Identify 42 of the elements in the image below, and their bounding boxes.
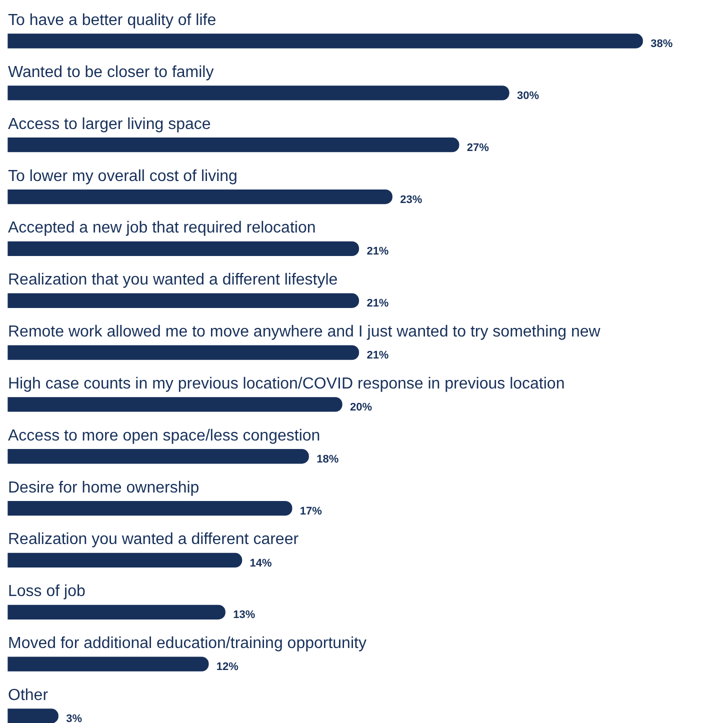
data-label: 21% xyxy=(366,350,389,362)
bar xyxy=(8,708,58,723)
data-label: 17% xyxy=(300,505,322,518)
y-tick-label: Accepted a new job that required relocation xyxy=(8,220,316,237)
y-tick-label: To lower my overall cost of living xyxy=(8,168,238,185)
bar xyxy=(8,500,292,516)
bar xyxy=(8,86,510,100)
bar xyxy=(8,241,360,256)
data-label: 18% xyxy=(316,453,339,466)
y-tick-label: To have a better quality of life xyxy=(8,12,216,29)
data-label: 21% xyxy=(366,298,389,310)
y-tick-label: Wanted to be closer to family xyxy=(8,64,214,81)
data-label: 21% xyxy=(366,246,389,258)
y-tick-label: Moved for additional education/training opportunity xyxy=(8,635,366,652)
y-tick-label: Other xyxy=(8,687,49,704)
y-tick-label: Loss of job xyxy=(8,583,86,600)
bar xyxy=(8,656,209,672)
data-label: 23% xyxy=(400,194,422,206)
bar xyxy=(8,189,392,204)
bar xyxy=(8,34,643,48)
data-label: 30% xyxy=(517,90,540,102)
y-tick-label: Realization that you wanted a different lifestyle xyxy=(8,272,338,289)
bar xyxy=(8,449,309,464)
data-label: 13% xyxy=(233,609,256,622)
data-label: 14% xyxy=(250,557,272,570)
data-label: 20% xyxy=(350,401,372,414)
y-tick-label: Access to more open space/less congestion xyxy=(8,427,320,444)
y-tick-label: Access to larger living space xyxy=(8,116,211,133)
y-tick-label: Desire for home ownership xyxy=(8,479,200,496)
y-tick-label: Realization you wanted a different career xyxy=(8,531,300,548)
bar xyxy=(8,345,360,360)
bar xyxy=(8,293,360,308)
y-tick-label: High case counts in my previous location/COVID response in previous location xyxy=(8,375,565,392)
data-label: 12% xyxy=(216,661,239,674)
data-label: 38% xyxy=(650,38,673,50)
bar xyxy=(8,397,342,412)
data-label: 3% xyxy=(66,713,82,723)
y-tick-label: Remote work allowed me to move anywhere and I just wanted to try something new xyxy=(8,324,601,341)
data-label: 27% xyxy=(466,142,490,154)
bar xyxy=(8,604,226,620)
bar xyxy=(8,138,460,152)
bar xyxy=(8,552,242,568)
